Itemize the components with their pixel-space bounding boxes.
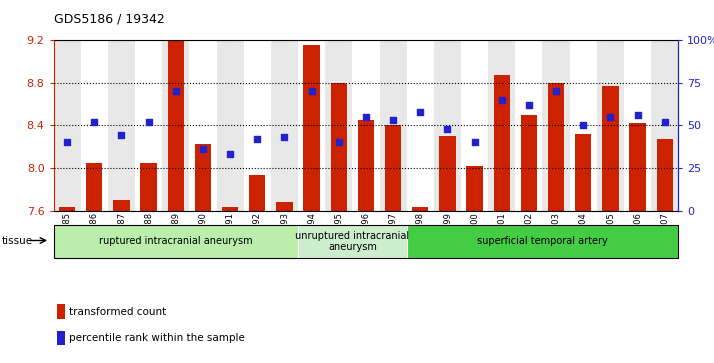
Bar	[439, 136, 456, 211]
Bar	[630, 123, 645, 211]
Point	[278, 134, 290, 140]
Bar	[162, 40, 189, 211]
Bar	[657, 139, 673, 211]
Bar	[358, 120, 374, 211]
Bar	[331, 82, 347, 211]
FancyBboxPatch shape	[407, 225, 678, 258]
Point	[333, 139, 344, 145]
Bar	[141, 163, 157, 211]
Text: ruptured intracranial aneurysm: ruptured intracranial aneurysm	[99, 236, 253, 246]
Bar	[298, 40, 325, 211]
Point	[197, 146, 208, 152]
Bar	[651, 40, 678, 211]
Point	[388, 117, 399, 123]
Bar	[303, 45, 320, 211]
Bar	[276, 202, 293, 211]
FancyBboxPatch shape	[298, 225, 407, 258]
Bar	[493, 75, 510, 211]
Point	[61, 139, 73, 145]
Bar	[216, 40, 243, 211]
Bar	[249, 175, 266, 211]
Bar	[114, 200, 130, 211]
Bar	[602, 86, 618, 211]
Bar	[488, 40, 516, 211]
Text: transformed count: transformed count	[69, 307, 166, 317]
Bar	[597, 40, 624, 211]
Bar	[54, 40, 81, 211]
Point	[116, 132, 127, 138]
Bar	[434, 40, 461, 211]
Bar	[195, 144, 211, 211]
Bar	[81, 40, 108, 211]
Bar	[412, 207, 428, 211]
Bar	[407, 40, 434, 211]
Point	[523, 102, 535, 108]
Bar	[222, 207, 238, 211]
Bar	[570, 40, 597, 211]
Point	[469, 139, 481, 145]
Bar	[466, 166, 483, 211]
Bar	[624, 40, 651, 211]
Text: superficial temporal artery: superficial temporal artery	[477, 236, 608, 246]
Bar	[59, 207, 75, 211]
Bar	[135, 40, 162, 211]
Bar	[271, 40, 298, 211]
Point	[415, 109, 426, 114]
Text: percentile rank within the sample: percentile rank within the sample	[69, 333, 244, 343]
Point	[306, 88, 317, 94]
Point	[361, 114, 372, 120]
FancyBboxPatch shape	[54, 225, 298, 258]
Bar	[461, 40, 488, 211]
Bar	[108, 40, 135, 211]
Point	[605, 114, 616, 120]
Bar	[352, 40, 380, 211]
Bar	[243, 40, 271, 211]
Point	[170, 88, 181, 94]
Bar	[521, 115, 537, 211]
Point	[442, 126, 453, 131]
Text: GDS5186 / 19342: GDS5186 / 19342	[54, 13, 164, 26]
Point	[143, 119, 154, 125]
Bar	[86, 163, 102, 211]
Point	[251, 136, 263, 142]
Point	[89, 119, 100, 125]
Text: unruptured intracranial
aneurysm: unruptured intracranial aneurysm	[296, 231, 409, 252]
Bar	[57, 331, 65, 345]
Bar	[168, 40, 184, 211]
Bar	[325, 40, 352, 211]
Bar	[57, 305, 65, 319]
Bar	[548, 82, 564, 211]
Text: tissue: tissue	[1, 236, 33, 246]
Point	[632, 112, 643, 118]
Bar	[575, 134, 591, 211]
Point	[224, 151, 236, 157]
Bar	[516, 40, 543, 211]
Bar	[385, 125, 401, 211]
Bar	[543, 40, 570, 211]
Point	[550, 88, 562, 94]
Bar	[189, 40, 216, 211]
Point	[659, 119, 670, 125]
Point	[496, 97, 508, 103]
Point	[578, 122, 589, 128]
Bar	[380, 40, 407, 211]
